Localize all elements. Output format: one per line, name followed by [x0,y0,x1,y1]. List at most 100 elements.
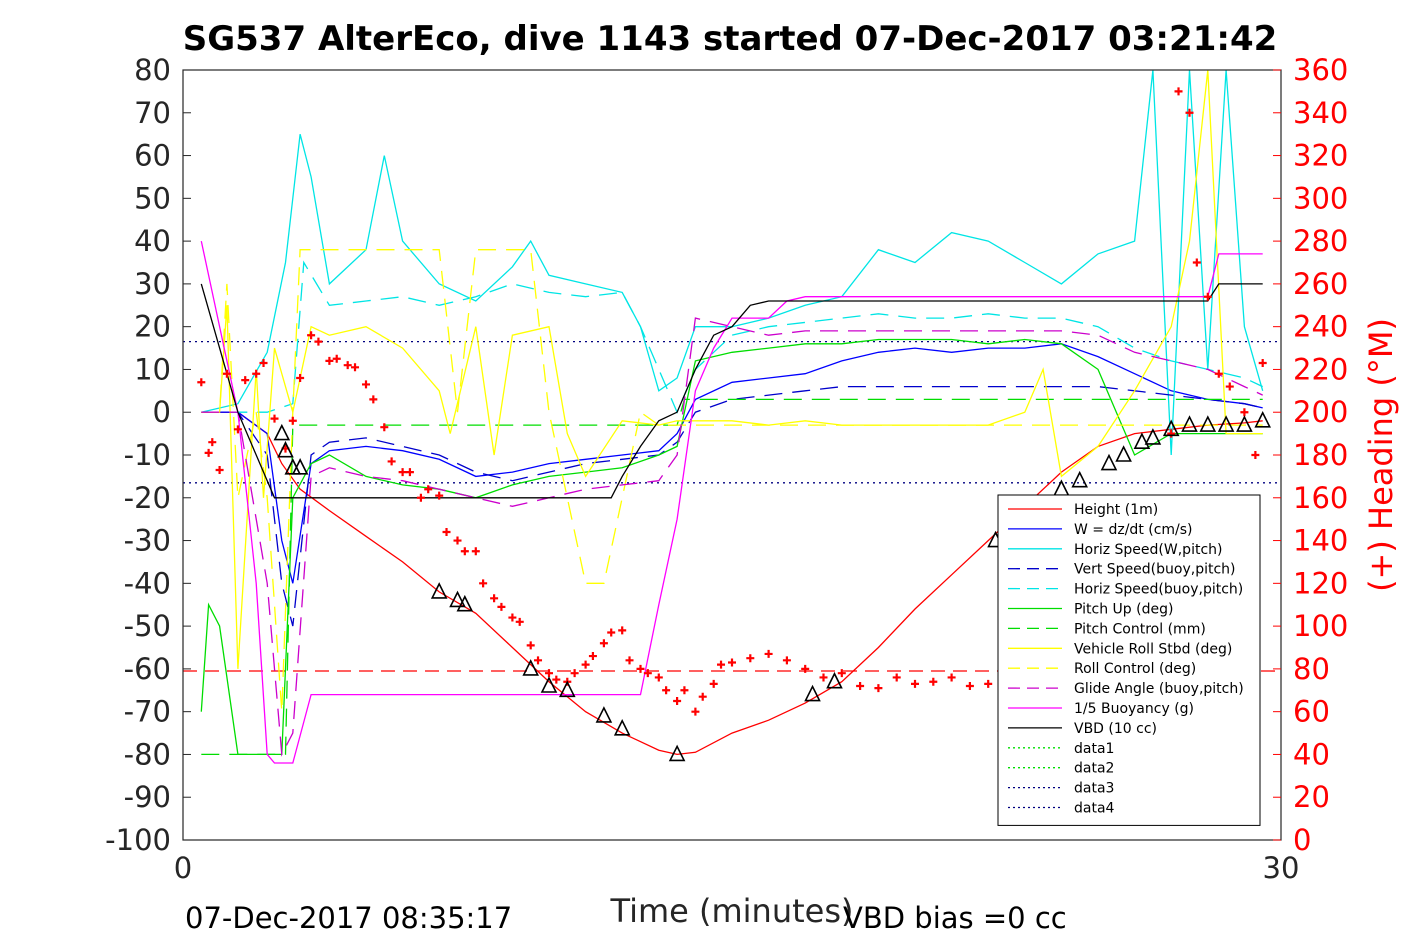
legend-label: data4 [1074,801,1115,817]
heading-point [197,378,206,387]
heading-point [588,652,597,661]
heading-point [1167,429,1176,438]
heading-point [215,465,224,474]
triangle-marker [1071,470,1088,488]
heading-point [270,414,279,423]
y-tick-label: 0 [153,395,171,429]
y-tick-label: 30 [134,267,171,301]
heading-point [387,457,396,466]
heading-point [460,547,469,556]
heading-point [680,686,689,695]
heading-point [636,664,645,673]
heading-point [984,679,993,688]
heading-point [515,617,524,626]
y-tick-label: -20 [124,481,171,515]
heading-point [581,660,590,669]
legend-label: Pitch Control (mm) [1074,621,1206,637]
y-tick-label: -70 [124,695,171,729]
triangle-marker [595,706,613,723]
legend-label: W = dz/dt (cm/s) [1074,522,1193,538]
heading-point [508,613,517,622]
heading-point [911,679,919,688]
heading-point [1258,359,1267,368]
legend-label: Roll Control (deg) [1074,661,1196,677]
heading-point [673,696,682,705]
triangle-marker [804,684,821,702]
heading-point [643,669,652,678]
y-tick-label: -60 [124,652,171,686]
heading-point [296,374,305,382]
heading-point [837,669,846,678]
heading-point [241,376,250,385]
series-line-11 [200,283,1263,499]
triangle-marker [1100,453,1118,471]
y2-tick-label: 220 [1293,352,1348,386]
heading-point [351,363,360,372]
heading-point [607,628,616,637]
y-tick-label: 20 [134,310,171,344]
y-tick-label: 80 [134,53,171,87]
heading-point [618,626,627,635]
heading-point [570,669,579,678]
heading-point [362,380,370,389]
y2-tick-label: 300 [1293,181,1348,215]
heading-point [435,491,444,500]
heading-point [709,679,718,688]
heading-point [343,361,352,370]
triangle-marker [559,680,576,698]
y-tick-label: -40 [124,566,171,600]
y2-tick-label: 260 [1293,267,1348,301]
triangle-marker [1236,415,1253,432]
heading-point [1214,369,1223,378]
y2-tick-label: 160 [1293,481,1348,515]
heading-point [405,468,414,477]
triangle-marker [449,590,466,608]
triangle-marker [613,718,631,736]
series-line-9 [201,317,1263,757]
legend-label: 1/5 Buoyancy (g) [1074,701,1194,717]
heading-point [204,448,213,457]
series-line-3 [201,385,1263,627]
heading-point [307,331,316,340]
heading-point [545,669,553,678]
heading-point [1251,451,1260,459]
x-axis-label: Time (minutes) [610,892,854,930]
heading-point [288,416,297,425]
heading-point [369,395,378,404]
triangle-marker [826,671,843,689]
heading-point [625,656,634,665]
y2-tick-label: 20 [1293,780,1330,814]
series-line-0 [201,411,1263,756]
y-tick-label: 50 [134,181,171,215]
heading-point [1192,258,1201,267]
heading-point [222,369,231,378]
heading-point [654,673,663,682]
heading-point [442,528,451,536]
triangle-marker [1199,415,1217,432]
heading-point [746,654,755,663]
y2-tick-label: 0 [1293,823,1311,857]
y-tick-label: -50 [124,609,171,643]
triangle-marker [456,594,474,612]
y-tick-label: 40 [134,224,171,258]
heading-point [1225,382,1234,391]
heading-point [380,423,389,432]
heading-point [552,675,561,684]
heading-point [698,692,707,701]
series-line-1 [201,343,1263,584]
x-ticks: 0 30 [174,832,1300,885]
heading-point [534,656,543,665]
heading-point [479,579,488,588]
y2-tick-label: 120 [1293,566,1348,600]
y2-tick-label: 240 [1293,310,1348,344]
chart-title: SG537 AlterEco, dive 1143 started 07-Dec… [183,19,1278,59]
y2-tick-label: 180 [1293,438,1348,472]
heading-point [1203,292,1212,301]
triangle-marker [540,676,558,693]
heading-point [892,673,901,682]
heading-point [728,658,736,667]
x-tick-label: 30 [1263,851,1300,885]
heading-point [1174,87,1183,96]
heading-point [717,660,726,669]
